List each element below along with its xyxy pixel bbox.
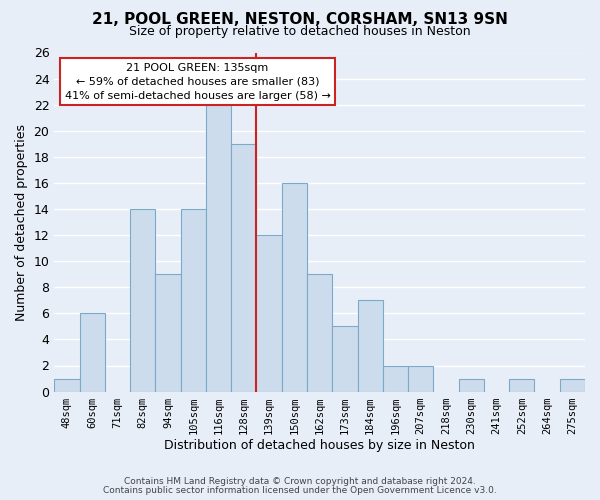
Bar [54,378,80,392]
Bar [458,378,484,392]
Bar [181,209,206,392]
Bar [130,209,155,392]
Text: Contains HM Land Registry data © Crown copyright and database right 2024.: Contains HM Land Registry data © Crown c… [124,477,476,486]
Bar [560,378,585,392]
Text: 21, POOL GREEN, NESTON, CORSHAM, SN13 9SN: 21, POOL GREEN, NESTON, CORSHAM, SN13 9S… [92,12,508,28]
X-axis label: Distribution of detached houses by size in Neston: Distribution of detached houses by size … [164,440,475,452]
Bar [383,366,408,392]
Bar [206,104,231,392]
Bar [282,183,307,392]
Bar [256,235,282,392]
Bar [307,274,332,392]
Bar [509,378,535,392]
Bar [332,326,358,392]
Text: Size of property relative to detached houses in Neston: Size of property relative to detached ho… [129,25,471,38]
Bar [231,144,256,392]
Text: Contains public sector information licensed under the Open Government Licence v3: Contains public sector information licen… [103,486,497,495]
Bar [408,366,433,392]
Bar [80,314,105,392]
Y-axis label: Number of detached properties: Number of detached properties [15,124,28,320]
Text: 21 POOL GREEN: 135sqm
← 59% of detached houses are smaller (83)
41% of semi-deta: 21 POOL GREEN: 135sqm ← 59% of detached … [65,62,331,100]
Bar [155,274,181,392]
Bar [358,300,383,392]
